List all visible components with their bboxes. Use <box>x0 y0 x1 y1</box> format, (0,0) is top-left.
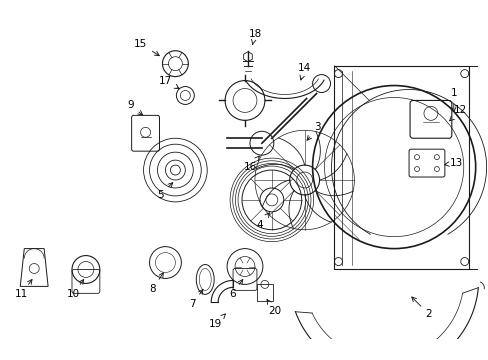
Text: 15: 15 <box>134 39 159 56</box>
Text: 19: 19 <box>208 314 225 329</box>
Text: 8: 8 <box>149 273 163 294</box>
Text: 20: 20 <box>266 300 281 316</box>
Text: 9: 9 <box>127 100 142 115</box>
Text: 16: 16 <box>243 156 259 172</box>
Text: 12: 12 <box>448 105 467 121</box>
Text: 7: 7 <box>188 289 203 309</box>
Text: 13: 13 <box>444 158 463 168</box>
Text: 2: 2 <box>411 297 431 319</box>
Text: 14: 14 <box>297 63 311 80</box>
Text: 3: 3 <box>306 122 320 140</box>
Text: 1: 1 <box>449 89 456 112</box>
Text: 5: 5 <box>157 183 172 200</box>
Text: 11: 11 <box>15 279 32 300</box>
Text: 18: 18 <box>248 29 261 44</box>
Bar <box>334 66 468 270</box>
Text: 4: 4 <box>256 213 269 230</box>
Text: 6: 6 <box>228 279 242 300</box>
Text: 10: 10 <box>66 279 83 300</box>
Text: 17: 17 <box>159 76 179 89</box>
